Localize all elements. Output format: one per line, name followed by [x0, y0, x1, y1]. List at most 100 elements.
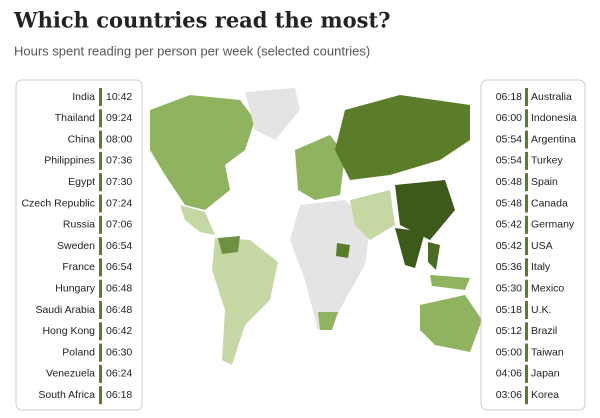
thailand [428, 242, 440, 270]
divider-bar [99, 109, 102, 128]
divider-bar [525, 301, 528, 319]
divider-bar [99, 258, 102, 277]
divider-bar [525, 279, 528, 298]
divider-bar [525, 258, 528, 277]
divider-bar [99, 237, 102, 256]
egypt [336, 243, 350, 258]
time-label: 07:30 [106, 176, 132, 188]
divider-bar [525, 322, 528, 341]
divider-bar [99, 130, 102, 149]
australia [420, 295, 482, 352]
time-label: 10:42 [106, 91, 132, 103]
divider-bar [99, 322, 102, 341]
country-label: China [68, 133, 96, 145]
divider-bar [525, 130, 528, 149]
country-label: Germany [531, 219, 575, 231]
country-label: Taiwan [531, 346, 564, 358]
country-label: U.K. [531, 304, 551, 316]
time-label: 06:42 [106, 325, 132, 337]
time-label: 05:42 [496, 219, 522, 231]
country-label: Canada [531, 197, 568, 209]
divider-bar [525, 173, 528, 192]
time-label: 05:42 [496, 240, 522, 252]
divider-bar [99, 194, 102, 213]
time-label: 06:30 [106, 346, 132, 358]
time-label: 07:36 [106, 155, 132, 167]
divider-bar [525, 194, 528, 213]
country-label: South Africa [38, 389, 95, 401]
country-label: Hungary [55, 282, 95, 294]
country-label: Argentina [531, 133, 576, 145]
divider-bar [525, 151, 528, 170]
time-label: 06:48 [106, 282, 132, 294]
world-map [150, 88, 482, 365]
time-label: 05:00 [496, 346, 522, 358]
time-label: 05:30 [496, 282, 522, 294]
country-label: USA [531, 240, 553, 252]
time-label: 06:48 [106, 304, 132, 316]
time-label: 06:24 [106, 368, 132, 380]
country-label: Brazil [531, 325, 557, 337]
divider-bar [99, 386, 102, 405]
time-label: 06:54 [106, 240, 132, 252]
time-label: 09:24 [106, 112, 132, 124]
divider-bar [525, 109, 528, 128]
divider-bar [525, 215, 528, 234]
time-label: 07:24 [106, 197, 132, 209]
country-label: Japan [531, 368, 560, 380]
country-label: Egypt [68, 176, 95, 188]
divider-bar [99, 151, 102, 170]
time-label: 08:00 [106, 133, 132, 145]
divider-bar [99, 279, 102, 298]
indonesia [430, 275, 470, 290]
country-label: Venezuela [46, 368, 95, 380]
country-label: Hong Kong [42, 325, 95, 337]
subtitle: Hours spent reading per person per week … [14, 43, 370, 58]
time-label: 05:18 [496, 304, 522, 316]
south-america [212, 238, 278, 365]
south-africa [318, 312, 338, 330]
time-label: 03:06 [496, 389, 522, 401]
time-label: 06:54 [106, 261, 132, 273]
time-label: 04:06 [496, 368, 522, 380]
country-label: Korea [531, 389, 559, 401]
russia [335, 95, 470, 180]
time-label: 05:54 [496, 155, 522, 167]
central-america [180, 205, 215, 235]
divider-bar [99, 88, 102, 106]
divider-bar [99, 364, 102, 383]
divider-bar [525, 343, 528, 362]
divider-bar [525, 88, 528, 106]
time-label: 06:18 [496, 91, 522, 103]
country-label: Indonesia [531, 112, 577, 124]
time-label: 05:36 [496, 261, 522, 273]
time-label: 06:18 [106, 389, 132, 401]
left-panel [15, 79, 143, 411]
divider-bar [99, 173, 102, 192]
divider-bar [99, 343, 102, 362]
divider-bar [525, 386, 528, 405]
divider-bar [525, 237, 528, 256]
country-label: Australia [531, 91, 572, 103]
india [395, 228, 425, 268]
time-label: 05:12 [496, 325, 522, 337]
europe [295, 135, 345, 200]
right-panel [480, 79, 586, 411]
title: Which countries read the most? [13, 8, 390, 33]
rows: India 10:42 Thailand 09:24 China 08:00 Philipp… [21, 88, 577, 405]
time-label: 05:48 [496, 197, 522, 209]
country-label: Turkey [531, 155, 563, 167]
country-label: Thailand [55, 112, 95, 124]
country-label: France [62, 261, 95, 273]
greenland [245, 88, 300, 140]
country-label: Mexico [531, 282, 564, 294]
venezuela [218, 236, 240, 254]
time-label: 05:48 [496, 176, 522, 188]
china [395, 180, 455, 240]
time-label: 07:06 [106, 219, 132, 231]
time-label: 06:00 [496, 112, 522, 124]
time-label: 05:54 [496, 133, 522, 145]
middle-east [350, 190, 395, 240]
divider-bar [525, 364, 528, 383]
